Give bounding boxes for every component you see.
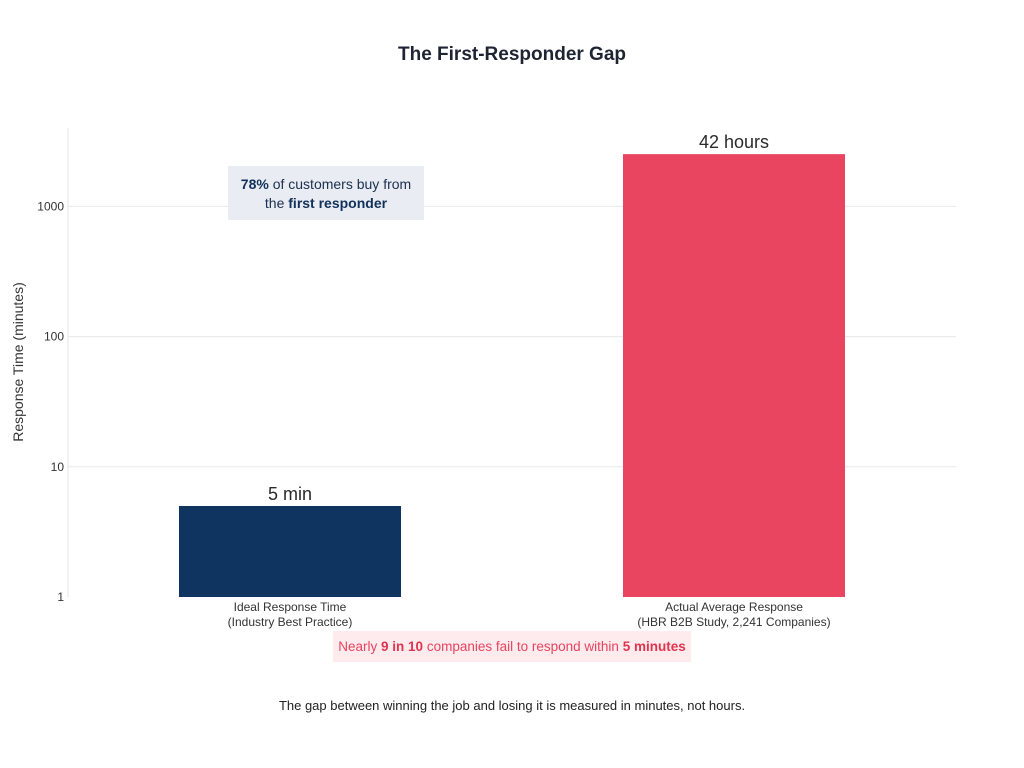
x-tick-label: (HBR B2B Study, 2,241 Companies) (637, 615, 830, 629)
fail-rate-annotation: Nearly 9 in 10 companies fail to respond… (333, 631, 691, 662)
y-tick-label: 10 (51, 460, 65, 474)
annotation-text: the (264, 195, 289, 211)
first-responder-annotation: 78% of customers buy from the first resp… (228, 166, 424, 220)
y-tick-label: 100 (44, 330, 64, 344)
y-tick-label: 1000 (37, 199, 64, 213)
chart-title: The First-Responder Gap (397, 44, 627, 65)
y-axis-label: Response Time (minutes) (10, 282, 26, 442)
annotation-text: companies fail to respond within (423, 639, 623, 654)
bar-data-label: 5 min (268, 484, 312, 504)
chart-caption: The gap between winning the job and losi… (278, 698, 746, 713)
annotation-emphasis: first responder (288, 195, 388, 211)
bar (179, 505, 401, 597)
x-tick-label: Actual Average Response (665, 600, 803, 614)
annotation-percent: 78% (240, 176, 269, 192)
annotation-emphasis: 9 in 10 (381, 639, 424, 654)
annotation-text: of customers buy from (268, 176, 412, 192)
bar-data-label: 42 hours (699, 132, 769, 152)
bar (623, 154, 845, 597)
x-tick-label: Ideal Response Time (234, 600, 347, 614)
annotation-emphasis: 5 minutes (622, 639, 686, 654)
x-tick-label: (Industry Best Practice) (228, 615, 353, 629)
annotation-text: Nearly (338, 639, 382, 654)
y-tick-label: 1 (57, 590, 64, 604)
